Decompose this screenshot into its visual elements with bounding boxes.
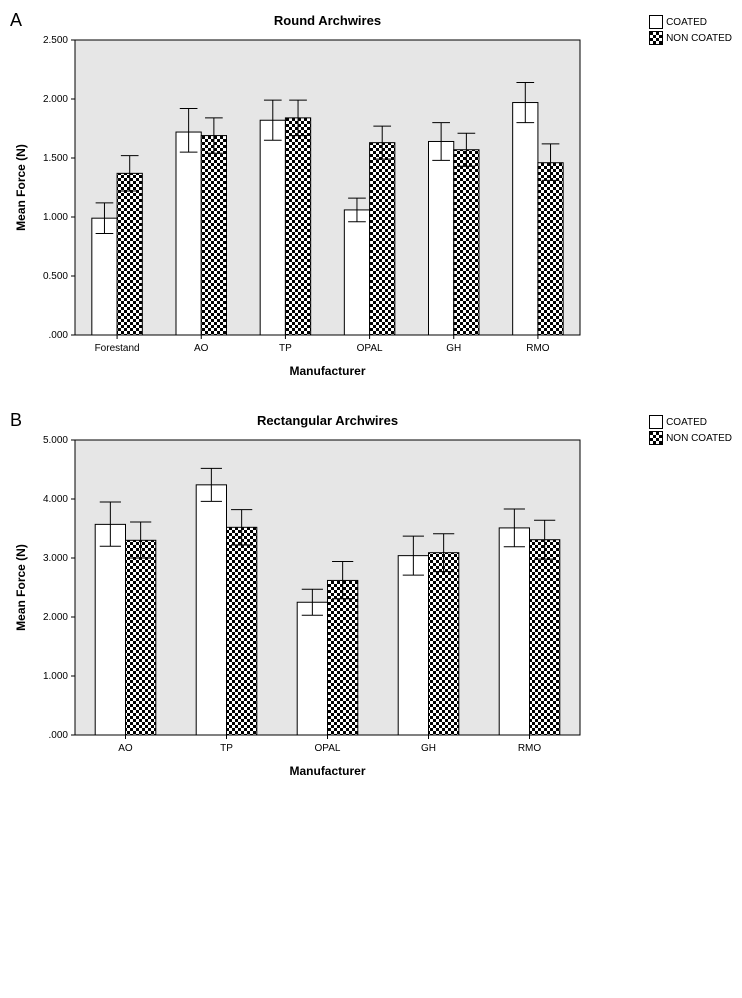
legend-label: NON COATED (666, 433, 732, 444)
svg-text:.000: .000 (49, 330, 69, 341)
svg-text:1.500: 1.500 (43, 153, 68, 164)
svg-text:.000: .000 (49, 730, 69, 741)
svg-text:RMO: RMO (526, 343, 550, 354)
svg-text:AO: AO (194, 343, 209, 354)
svg-text:2.000: 2.000 (43, 612, 68, 623)
svg-text:OPAL: OPAL (315, 743, 341, 754)
svg-text:4.000: 4.000 (43, 494, 68, 505)
svg-text:Mean Force (N): Mean Force (N) (14, 144, 28, 231)
legend-b: COATED NON COATED (649, 415, 732, 447)
svg-text:5.000: 5.000 (43, 435, 68, 446)
panel-b-label: B (10, 410, 22, 431)
legend-swatch (649, 431, 663, 445)
panel-a: A .0000.5001.0001.5002.0002.500Forestand… (10, 10, 732, 390)
svg-text:AO: AO (118, 743, 133, 754)
svg-text:GH: GH (446, 343, 461, 354)
svg-text:3.000: 3.000 (43, 553, 68, 564)
chart-b-svg: .000 1.000 2.000 3.000 4.000 5.000 AO TP OPAL GH R… (10, 410, 590, 790)
legend-item: COATED (649, 15, 732, 29)
svg-text:GH: GH (421, 743, 436, 754)
svg-text:Manufacturer: Manufacturer (289, 764, 365, 778)
legend-item: NON COATED (649, 431, 732, 445)
chart-b-wrapper: .000 1.000 2.000 3.000 4.000 5.000 AO TP OPAL GH R… (10, 410, 732, 790)
svg-text:2.000: 2.000 (43, 94, 68, 105)
legend-label: COATED (666, 417, 707, 428)
panel-b: B .000 1.000 2.000 3.000 4.000 5.000 AO TP OPAL G… (10, 410, 732, 790)
svg-text:TP: TP (279, 343, 292, 354)
svg-text:Rectangular Archwires: Rectangular Archwires (257, 413, 398, 428)
legend-a: COATED NON COATED (649, 15, 732, 47)
svg-text:2.500: 2.500 (43, 35, 68, 46)
svg-text:Manufacturer: Manufacturer (289, 364, 365, 378)
svg-text:RMO: RMO (518, 743, 542, 754)
panel-a-label: A (10, 10, 22, 31)
svg-text:OPAL: OPAL (357, 343, 383, 354)
legend-label: COATED (666, 17, 707, 28)
legend-label: NON COATED (666, 33, 732, 44)
legend-swatch (649, 31, 663, 45)
legend-item: COATED (649, 415, 732, 429)
svg-text:Round Archwires: Round Archwires (274, 13, 381, 28)
chart-b-area: .000 1.000 2.000 3.000 4.000 5.000 AO TP OPAL GH R… (10, 410, 644, 790)
svg-text:TP: TP (220, 743, 233, 754)
chart-a-wrapper: .0000.5001.0001.5002.0002.500ForestandAO… (10, 10, 732, 390)
svg-text:0.500: 0.500 (43, 271, 68, 282)
svg-text:1.000: 1.000 (43, 671, 68, 682)
svg-text:1.000: 1.000 (43, 212, 68, 223)
legend-swatch (649, 415, 663, 429)
svg-text:Mean Force (N): Mean Force (N) (14, 544, 28, 631)
chart-a-area: .0000.5001.0001.5002.0002.500ForestandAO… (10, 10, 644, 390)
svg-text:Forestand: Forestand (95, 343, 140, 354)
legend-swatch (649, 15, 663, 29)
legend-item: NON COATED (649, 31, 732, 45)
chart-a-svg: .0000.5001.0001.5002.0002.500ForestandAO… (10, 10, 590, 390)
